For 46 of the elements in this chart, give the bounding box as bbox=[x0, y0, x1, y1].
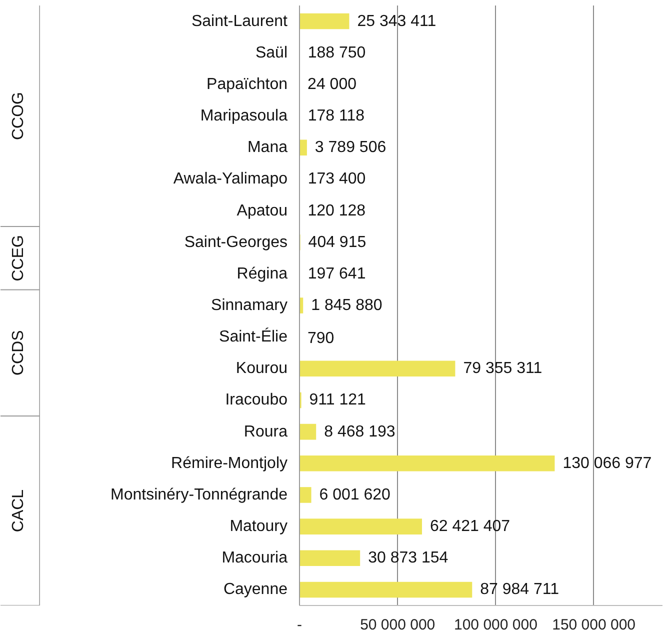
y-tick-label: Cayenne bbox=[223, 581, 288, 598]
data-label: 79 355 311 bbox=[463, 360, 542, 378]
y-tick-label: Maripasoula bbox=[200, 108, 288, 125]
y-tick-label: Mana bbox=[247, 139, 288, 156]
data-label: 24 000 bbox=[308, 76, 357, 93]
data-label: 197 641 bbox=[308, 265, 366, 282]
text: CCOG bbox=[10, 92, 27, 140]
data-label: 188 750 bbox=[308, 44, 366, 62]
y-tick-label: Sinnamary bbox=[211, 297, 288, 314]
y-tick-label: Apatou bbox=[236, 202, 288, 220]
x-tick-label: 50 000 000 bbox=[360, 616, 436, 634]
data-label: 1 845 880 bbox=[311, 297, 382, 314]
data-label: 130 066 977 bbox=[562, 454, 652, 472]
y-tick-label: Saint-Georges bbox=[184, 234, 288, 251]
y-tick-label: Roura bbox=[244, 423, 288, 440]
y-tick-label: Matoury bbox=[230, 518, 288, 536]
y-tick-label: Montsinéry-Tonnégrande bbox=[110, 486, 288, 504]
data-label: 87 984 711 bbox=[480, 581, 560, 598]
y-tick-label: Saül bbox=[255, 44, 288, 62]
data-label: 30 873 154 bbox=[368, 550, 448, 567]
data-label: 790 bbox=[308, 330, 334, 348]
y-tick-label: Awala-Yalimapo bbox=[173, 170, 288, 188]
data-label: 3 789 506 bbox=[314, 139, 386, 156]
x-tick-label: - bbox=[297, 616, 302, 634]
text: CCEG bbox=[10, 235, 27, 282]
data-label: 62 421 407 bbox=[430, 518, 510, 536]
text: CCDS bbox=[10, 330, 27, 376]
data-label: 911 121 bbox=[309, 392, 366, 409]
data-label: 173 400 bbox=[308, 170, 366, 188]
data-label: 6 001 620 bbox=[319, 486, 391, 504]
data-label: 178 118 bbox=[308, 108, 365, 125]
data-label: 404 915 bbox=[308, 234, 366, 251]
y-tick-label: Saint-Élie bbox=[219, 328, 288, 346]
data-label: 120 128 bbox=[308, 202, 366, 220]
x-tick-label: 100 000 000 bbox=[454, 616, 538, 634]
text: CACL bbox=[10, 489, 27, 532]
y-tick-label: Rémire-Montjoly bbox=[171, 454, 288, 472]
y-tick-label: Iracoubo bbox=[225, 392, 288, 409]
y-tick-label: Macouria bbox=[222, 550, 288, 567]
y-tick-label: Saint-Laurent bbox=[191, 12, 288, 30]
y-tick-label: Régina bbox=[236, 265, 288, 282]
y-tick-label: Papaïchton bbox=[206, 76, 288, 93]
data-label: 25 343 411 bbox=[357, 12, 436, 30]
x-tick-label: 150 000 000 bbox=[552, 616, 636, 634]
data-label: 8 468 193 bbox=[324, 423, 396, 440]
y-tick-label: Kourou bbox=[236, 360, 288, 378]
